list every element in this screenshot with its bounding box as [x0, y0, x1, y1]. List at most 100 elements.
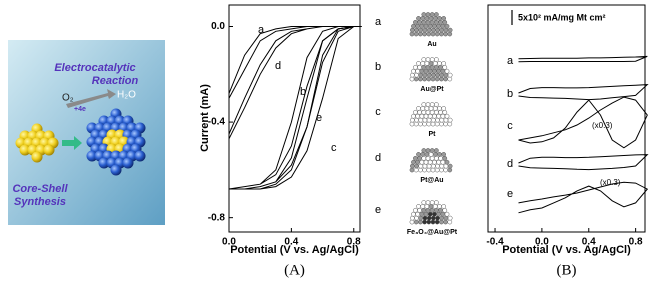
data-line [518, 96, 648, 149]
schematic-atom [432, 106, 438, 111]
schematic-atom [425, 19, 431, 25]
schematic-atom [430, 76, 436, 82]
schematic-atom [442, 19, 448, 25]
y-axis-label: Current (mA) [199, 84, 211, 152]
schematic-atom [443, 121, 448, 127]
schematic-atom [430, 72, 436, 78]
data-line [229, 26, 362, 190]
nanoparticle-atom [31, 151, 43, 163]
curve-label: b [300, 86, 306, 98]
schematic-atom [421, 19, 427, 25]
schematic-atom [409, 219, 415, 225]
schematic-atom [416, 152, 421, 157]
schematic-atom [420, 204, 426, 209]
schematic-atom [424, 106, 430, 111]
schematic-atom [444, 113, 450, 119]
illustration-title: Electrocatalytic [54, 62, 135, 74]
schematic-atom [409, 27, 415, 33]
y-tick-label: -0.8 [208, 212, 226, 223]
schematic-atom [426, 167, 432, 173]
schematic-atom [429, 207, 435, 213]
schematic-atom [430, 121, 436, 127]
schematic-atom [432, 68, 437, 74]
schematic-atom [424, 16, 430, 21]
schematic-atom [432, 159, 437, 165]
schematic-atom [415, 23, 420, 29]
data-line [518, 154, 649, 171]
schematic-atom [434, 64, 439, 70]
schematic-atom [428, 61, 434, 66]
schematic-atom [439, 31, 444, 37]
curve-label: e [507, 188, 513, 200]
schematic-atom [418, 167, 423, 173]
schematic-atom [418, 121, 423, 127]
x-tick-label: 0.8 [629, 237, 643, 248]
schematic-atom [425, 12, 431, 17]
x-tick-label: -0.4 [486, 237, 504, 248]
schematic-atom [447, 76, 453, 82]
schematic-atom [432, 152, 438, 157]
x-tick-label: 0.4 [284, 237, 298, 248]
schematic-atom [447, 121, 453, 127]
schematic-atom [434, 19, 439, 25]
curve-label: e [316, 112, 322, 124]
schematic-atom [417, 109, 422, 115]
schematic-atom [430, 31, 436, 37]
nanoparticle-atom [86, 150, 98, 162]
schematic-atom [427, 211, 433, 217]
schematic-atom [420, 152, 426, 157]
schematic-atom [422, 215, 428, 221]
schematic-letter: b [375, 61, 381, 73]
schematic-atom [416, 16, 421, 21]
schematic-atom [438, 207, 443, 213]
schematic-atom [430, 117, 436, 123]
schematic-atom [439, 117, 445, 123]
schematic-atom [423, 23, 429, 29]
schematic-atom [430, 167, 436, 173]
schematic-label: Pt [429, 131, 437, 138]
data-line [518, 55, 648, 63]
schematic-atom [409, 215, 415, 221]
schematic-atom [422, 76, 427, 82]
schematic-atom [418, 27, 424, 33]
schematic-atom [441, 204, 447, 209]
schematic-atom [447, 163, 453, 169]
schematic-atom [423, 68, 429, 74]
schematic-atom [432, 211, 437, 217]
schematic-atom [435, 117, 440, 123]
schematic-atom [427, 68, 433, 74]
schematic-atom [427, 23, 433, 29]
data-line [228, 26, 362, 190]
schematic-atom [420, 16, 426, 21]
product-label: H₂O [117, 90, 136, 101]
schematic-atom [422, 72, 428, 78]
schematic-atom [437, 106, 442, 111]
schematic-atom [422, 31, 427, 37]
schematic-atom [417, 207, 422, 213]
schematic-letter: a [375, 16, 382, 28]
schematic-atom [418, 76, 423, 82]
illustration-title: Reaction [92, 75, 139, 87]
y-tick-label: 0.0 [211, 21, 225, 32]
schematic-atom [414, 215, 419, 221]
x-tick-label: 0.0 [222, 237, 236, 248]
schematic-atom [432, 23, 437, 29]
schematic-atom [421, 57, 427, 62]
schematic-atom [423, 211, 429, 217]
schematic-atom [414, 163, 419, 169]
schematic-atom [423, 159, 429, 165]
schematic-atom [417, 64, 422, 70]
schematic-atom [414, 27, 419, 33]
schematic-atom [426, 219, 432, 225]
schematic-letter: e [375, 204, 381, 216]
schematic-atom [419, 113, 425, 119]
schematic-atom [411, 211, 416, 217]
nanoparticle-atom [110, 164, 122, 176]
schematic-atom [413, 167, 419, 173]
schematic-atom [428, 16, 434, 21]
schematic-atom [425, 207, 431, 213]
schematic-atom [429, 64, 435, 70]
schematic-atom [434, 102, 439, 107]
schematic-atom [419, 159, 425, 165]
